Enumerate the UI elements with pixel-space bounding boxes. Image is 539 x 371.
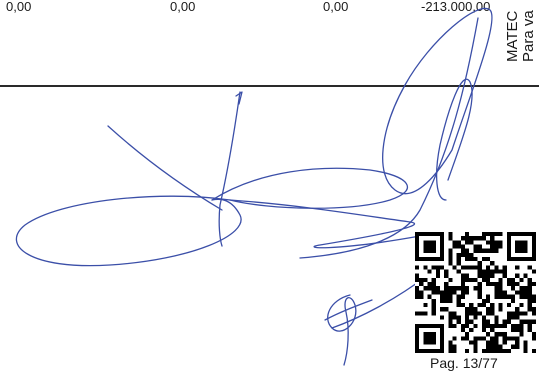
side-text: MATEC Para va <box>504 10 537 62</box>
page-number: Pag. 13/77 <box>430 355 498 371</box>
value-cell-1: 0,00 <box>6 0 32 14</box>
qr-code <box>415 232 536 353</box>
side-text-line-2: Para va <box>520 10 537 62</box>
value-cell-total: -213.000,00 <box>421 0 491 14</box>
value-cell-3: 0,00 <box>323 0 349 14</box>
side-text-line-1: MATEC <box>504 10 521 62</box>
horizontal-rule <box>0 85 539 87</box>
value-cell-2: 0,00 <box>170 0 196 14</box>
